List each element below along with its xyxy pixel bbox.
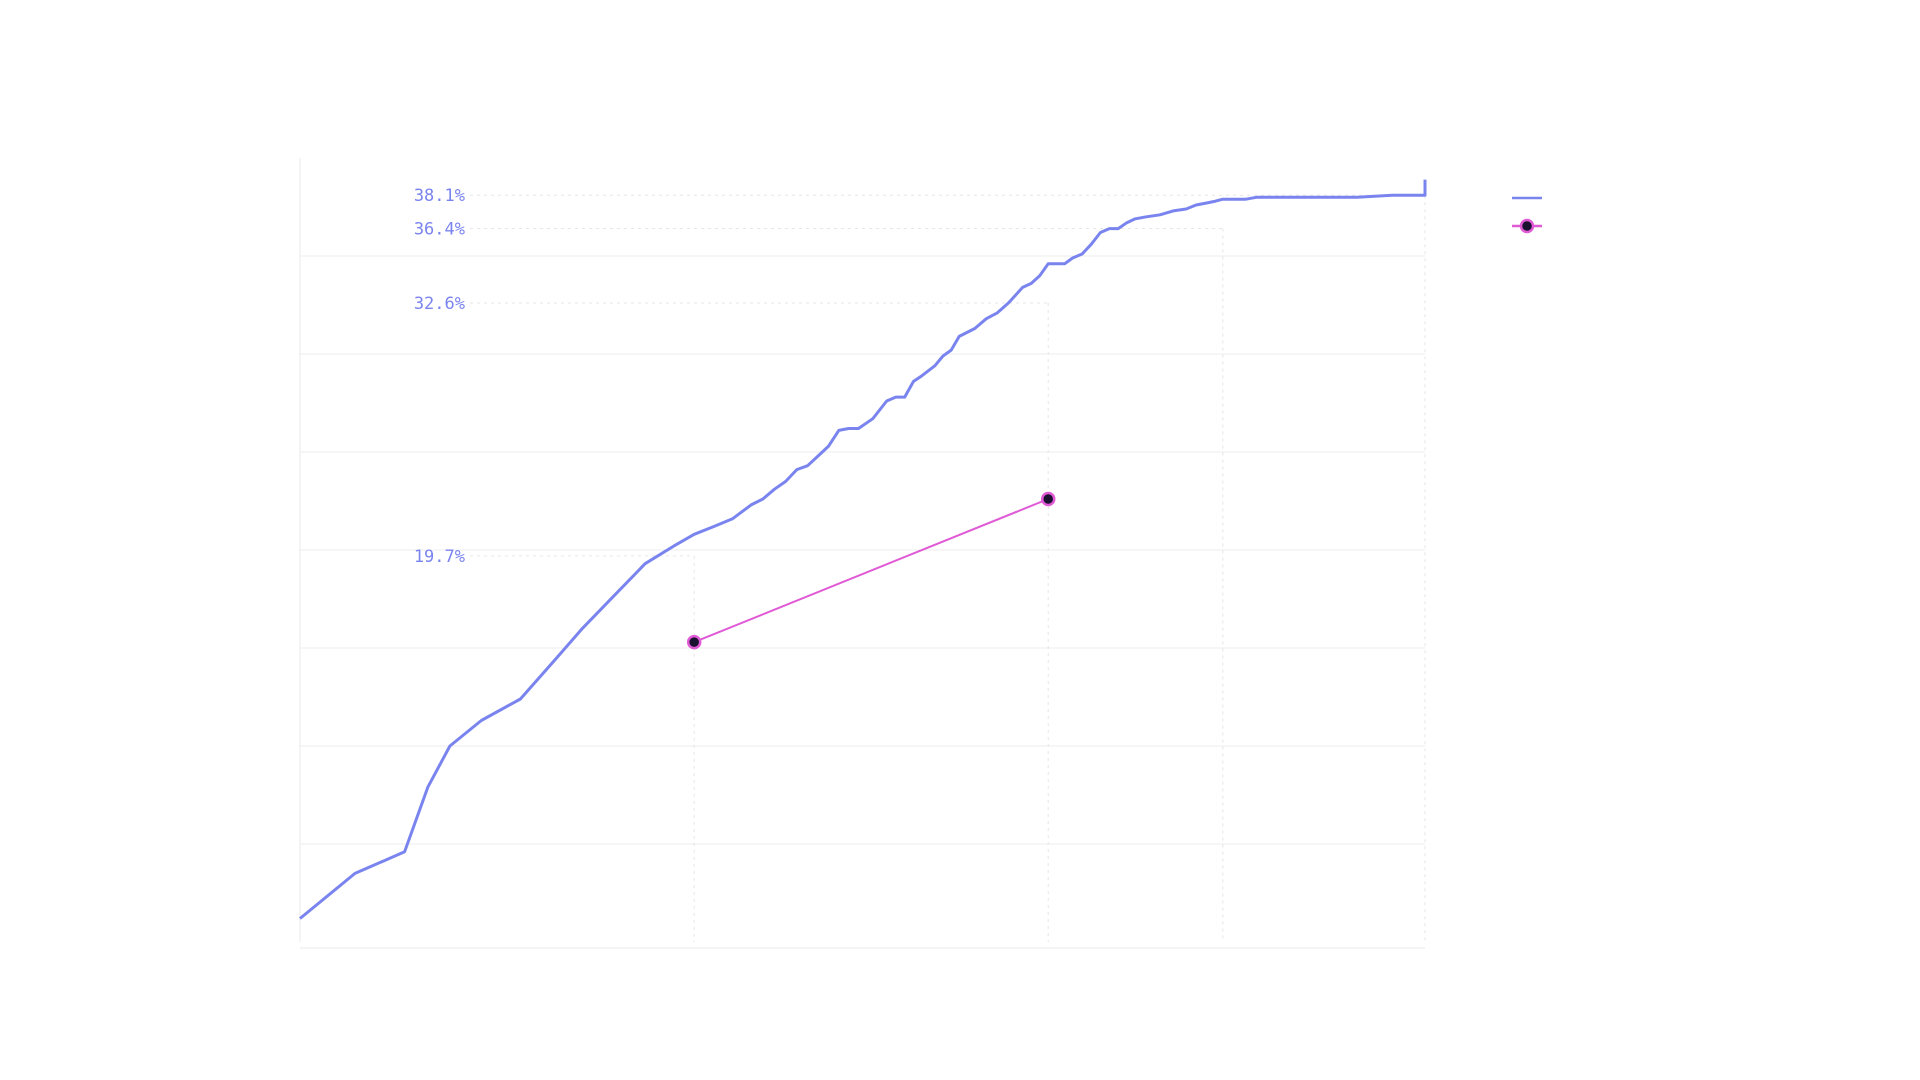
annotations: 38.1% 36.4% 32.6% 19.7% [414,186,1426,942]
series-marker-2 [686,634,702,650]
annotation-label: 32.6% [414,294,465,314]
series-line-2 [693,498,1049,644]
annotation-label: 38.1% [414,186,465,206]
annotation-label: 36.4% [414,220,465,240]
series-marker-2 [1040,491,1056,507]
series [299,179,1427,920]
legend-marker-2 [1519,218,1535,234]
axes [299,158,1425,949]
annotation-label: 19.7% [414,547,465,567]
legend [1512,196,1542,234]
grid-lines [300,255,1425,845]
series-line-1 [299,179,1427,920]
